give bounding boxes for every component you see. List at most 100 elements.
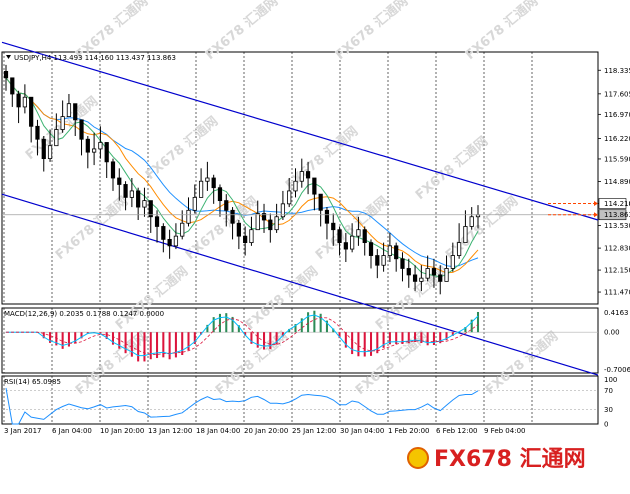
candle-body — [450, 255, 455, 269]
candle-body — [356, 229, 361, 237]
candle-body — [412, 274, 418, 282]
candle-body — [54, 129, 59, 147]
macd-tick-label: -0.7006 — [604, 366, 630, 374]
rsi-label: RSI(14) 65.0985 — [4, 378, 61, 386]
candle-body — [10, 77, 15, 95]
candle-body — [35, 125, 40, 140]
watermark-text: FX678 汇通网 — [52, 193, 131, 263]
candle-body — [22, 96, 27, 108]
price-panel-frame — [1, 51, 599, 305]
candle-body — [230, 209, 235, 224]
time-axis-label: 6 Feb 12:00 — [436, 427, 477, 435]
time-axis-label: 6 Jan 04:00 — [52, 427, 92, 435]
watermark-text: FX678 汇通网 — [372, 263, 451, 333]
watermark-text: FX678 汇通网 — [442, 193, 521, 263]
macd-tick-label: 0.4163 — [604, 309, 629, 317]
candle-body — [29, 96, 34, 127]
price-highlight-box — [598, 209, 627, 221]
candle-body — [110, 161, 116, 179]
candle-body — [463, 226, 468, 244]
candle-body — [280, 203, 286, 218]
price-tick-label: 115.590 — [604, 155, 630, 163]
price-arrow-head — [594, 212, 598, 218]
time-axis-label: 9 Feb 04:00 — [484, 427, 525, 435]
price-highlight-box — [598, 198, 627, 209]
candle-body — [305, 171, 311, 179]
candle-body — [136, 190, 141, 208]
candle-body — [419, 277, 424, 282]
price-tick-label: 113.530 — [604, 222, 630, 230]
candle-body — [41, 138, 46, 160]
macd-panel-frame — [1, 307, 599, 374]
candle-body — [350, 235, 355, 250]
candle-body — [117, 177, 122, 185]
time-axis-label: 1 Feb 20:00 — [388, 427, 429, 435]
candle-body — [79, 119, 84, 140]
price-tick-label: 117.605 — [604, 90, 630, 98]
candle-body — [180, 222, 185, 237]
macd-label: MACD(12,26,9) 0.2035 0.1788 0.1247 0.000… — [4, 310, 164, 318]
footer-background — [0, 438, 630, 490]
candle-body — [123, 184, 128, 198]
price-tick-label: 116.220 — [604, 135, 630, 143]
candle-body — [3, 70, 9, 79]
candle-body — [268, 219, 273, 231]
fx678-logo-icon — [407, 447, 429, 469]
time-axis-label: 25 Jan 12:00 — [292, 427, 336, 435]
candle-body — [167, 238, 172, 247]
time-axis-label: 20 Jan 20:00 — [244, 427, 288, 435]
candle-body — [186, 209, 191, 224]
candle-body — [312, 177, 317, 195]
price-tick-label: 118.335 — [604, 67, 630, 75]
macd-line — [6, 314, 479, 357]
candle-body — [444, 268, 449, 282]
candle-body — [431, 268, 437, 276]
rsi-line — [5, 387, 479, 425]
candle-body — [249, 229, 254, 244]
time-axis-label: 30 Jan 04:00 — [340, 427, 384, 435]
candle-body — [261, 213, 267, 221]
channel-lower-line — [1, 193, 599, 376]
price-arrow-head — [594, 201, 598, 207]
macd-signal-line — [6, 317, 479, 355]
ma-mid-line — [5, 77, 479, 274]
price-tick-label: 116.970 — [604, 111, 630, 119]
candle-body — [438, 274, 443, 282]
candle-body — [154, 216, 160, 227]
candle-body — [457, 242, 462, 256]
watermark-text: FX678 汇通网 — [202, 0, 281, 63]
candle-body — [142, 200, 147, 208]
price-highlight-label: 114.210 — [604, 200, 630, 208]
macd-tick-label: 0.00 — [604, 329, 620, 337]
candle-body — [287, 190, 292, 205]
candle-body — [362, 229, 367, 244]
watermark-text: FX678 汇通网 — [332, 0, 411, 63]
candle-body — [368, 242, 374, 256]
candle-body — [400, 258, 405, 269]
candle-body — [381, 255, 386, 266]
price-tick-label: 111.470 — [604, 289, 630, 297]
candle-body — [47, 145, 53, 160]
channel-upper-line — [1, 41, 599, 221]
candle-body — [299, 171, 304, 182]
candle-body — [394, 245, 399, 260]
candle-body — [161, 226, 166, 240]
candle-body — [469, 216, 474, 227]
candle-body — [211, 177, 216, 189]
price-tick-label: 114.890 — [604, 178, 630, 186]
time-axis-label: 13 Jan 12:00 — [148, 427, 192, 435]
candle-body — [148, 200, 153, 218]
candle-body — [337, 229, 342, 244]
rsi-panel-frame — [1, 375, 599, 425]
candle-body — [293, 180, 298, 192]
candle-body — [324, 209, 330, 224]
watermark-text: FX678 汇通网 — [112, 263, 191, 333]
candle-body — [98, 142, 103, 150]
watermark-text: FX678 汇通网 — [242, 263, 321, 333]
candle-body — [331, 222, 336, 231]
candle-body — [198, 180, 204, 198]
candle-body — [217, 187, 223, 202]
rsi-tick-label: 30 — [604, 406, 613, 414]
